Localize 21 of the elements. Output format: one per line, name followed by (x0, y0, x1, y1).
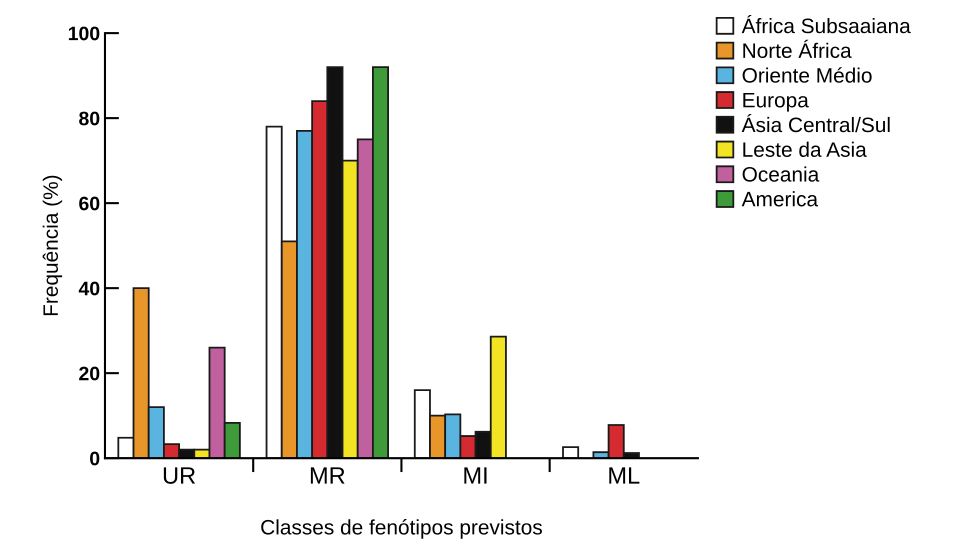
legend-label: America (742, 191, 818, 206)
x-tick-label: MI (464, 467, 486, 484)
legend-label: Oceania (742, 166, 820, 182)
y-tick-label: 60 (79, 196, 100, 210)
y-tick-label: 0 (90, 452, 100, 466)
legend-label: Leste da Asia (743, 142, 867, 157)
legend-label: Norte África (743, 40, 852, 58)
y-tick-label: 20 (79, 366, 100, 380)
x-tick-label: UR (164, 467, 196, 484)
legend-label: Ásia Central/Sul (742, 114, 890, 132)
y-axis-title: Frequência (%) (42, 176, 62, 316)
bar (562, 446, 580, 458)
y-tick-label: 100 (68, 26, 100, 40)
x-tick-label: MR (310, 467, 345, 484)
legend-label: África Subsaaiana (742, 15, 911, 34)
x-axis-title: Classes de fenótipos previstos (261, 519, 542, 539)
x-tick-label: ML (609, 467, 640, 484)
legend-label: Europa (743, 92, 809, 112)
legend-label: Oriente Médio (742, 67, 872, 83)
y-tick-label: 80 (79, 112, 100, 126)
y-tick-label: 40 (78, 282, 100, 296)
